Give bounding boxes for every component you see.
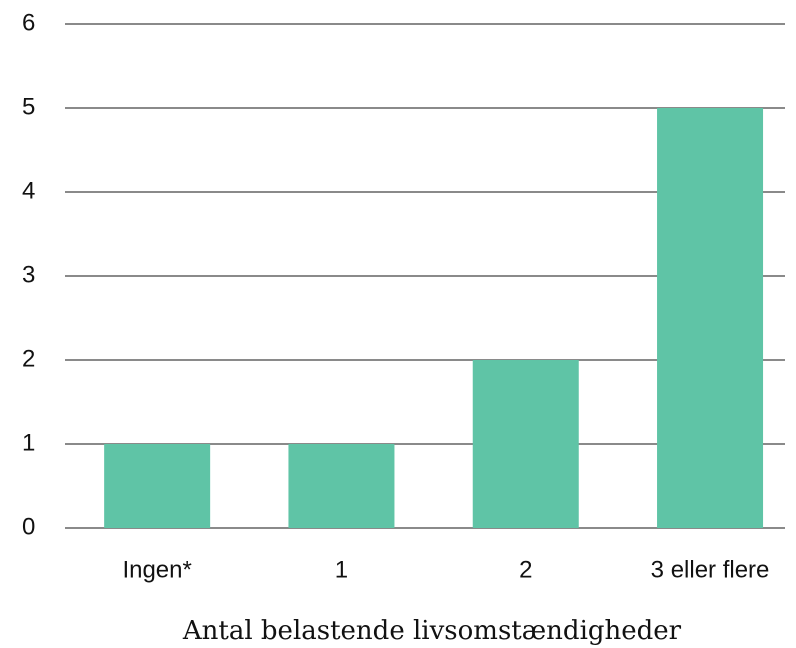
- y-tick-label: 2: [22, 345, 35, 372]
- x-tick-label: 1: [335, 556, 348, 583]
- bar: [288, 444, 395, 528]
- bar: [472, 360, 579, 528]
- y-tick-label: 6: [22, 9, 35, 36]
- bar: [104, 444, 211, 528]
- bar: [657, 108, 764, 528]
- x-axis-title: Antal belastende livsomstændigheder: [182, 616, 682, 646]
- y-tick-label: 0: [22, 513, 35, 540]
- x-tick-label: 2: [519, 556, 532, 583]
- y-tick-label: 1: [22, 429, 35, 456]
- x-tick-label: 3 eller flere: [651, 556, 770, 583]
- y-tick-label: 4: [22, 177, 35, 204]
- y-tick-label: 3: [22, 261, 35, 288]
- x-tick-label: Ingen*: [122, 556, 191, 583]
- y-tick-label: 5: [22, 93, 35, 120]
